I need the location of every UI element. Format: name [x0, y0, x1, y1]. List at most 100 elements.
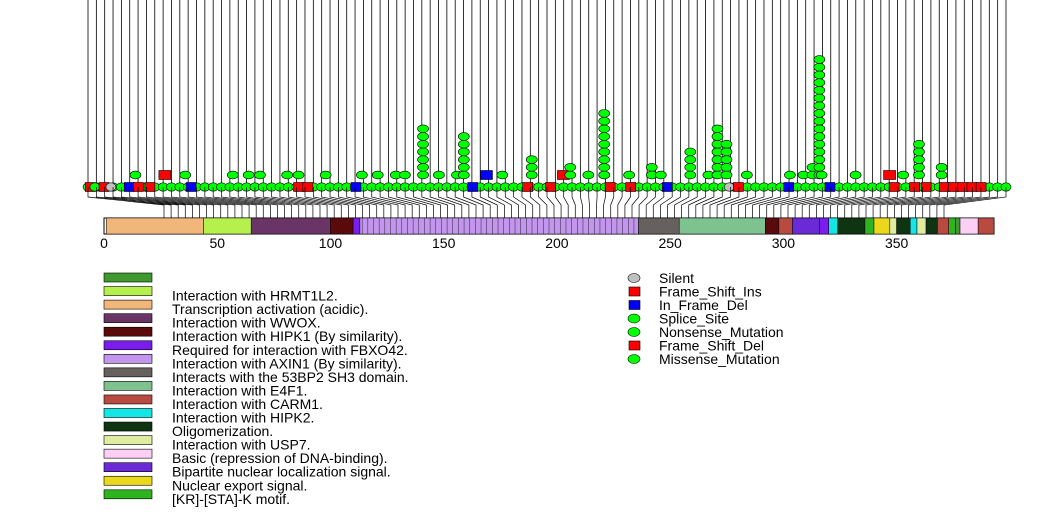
fan-line — [438, 187, 463, 218]
mutation-square — [480, 170, 493, 180]
domain-segment — [977, 217, 995, 235]
mutation-legend-label: In_Frame_Del — [659, 297, 748, 313]
fan-line — [204, 187, 264, 218]
domain-segment — [948, 217, 956, 235]
mutation-circle — [598, 170, 611, 180]
fan-line — [624, 187, 631, 218]
fan-line — [187, 187, 250, 218]
fan-line — [329, 187, 370, 218]
mutation-legend-label: Nonsense_Mutation — [659, 324, 784, 340]
domain-legend-label: Bipartite nuclear localization signal. — [172, 464, 391, 480]
x-tick-label: 50 — [209, 235, 225, 251]
domain-segment — [765, 217, 780, 235]
baseline-square — [467, 182, 479, 192]
fan-line — [723, 187, 748, 218]
domain-legend-swatch — [103, 286, 153, 296]
domain-legend-label: Interaction with HRMT1L2. — [172, 288, 338, 304]
mutation-legend-circle — [627, 273, 641, 283]
fan-line — [496, 187, 512, 218]
fan-line — [279, 187, 328, 218]
domain-legend-label: [KR]-[STA]-K motif. — [172, 491, 290, 507]
fan-line — [588, 187, 590, 218]
mutation-circle — [711, 132, 724, 141]
fan-line — [112, 187, 186, 218]
mutation-circle — [741, 170, 753, 180]
domain-legend-label: Interaction with CARM1. — [172, 396, 323, 412]
fan-line — [571, 187, 576, 218]
fan-line — [766, 187, 798, 218]
fan-line — [354, 187, 392, 218]
fan-line — [479, 187, 498, 218]
mutation-circle — [913, 163, 925, 172]
fan-line — [363, 187, 399, 218]
fan-line — [752, 187, 782, 218]
mutation-circle — [813, 109, 826, 118]
fan-line — [179, 187, 243, 218]
mutation-circle — [935, 163, 948, 172]
domain-legend-swatch — [103, 435, 153, 445]
fan-line — [287, 187, 335, 218]
domain-segment — [873, 217, 891, 235]
domain-segment — [828, 217, 838, 235]
fan-line — [638, 187, 648, 218]
fan-line — [787, 187, 823, 218]
mutation-circle — [684, 155, 697, 164]
fan-line — [95, 187, 172, 218]
mutation-legend-square — [628, 340, 641, 351]
fan-line — [229, 187, 285, 218]
domain-legend-swatch — [103, 408, 153, 418]
mutation-circle — [813, 132, 826, 141]
mutation-circle — [598, 124, 611, 134]
domain-legend-swatch — [103, 394, 153, 405]
domain-legend-label: Interaction with E4F1. — [172, 382, 307, 398]
x-tick-label: 100 — [319, 235, 343, 251]
domain-segment — [937, 217, 949, 235]
domain-legend-swatch — [103, 448, 153, 459]
domain-segment — [864, 217, 875, 235]
domain-legend-swatch — [103, 326, 153, 337]
mutation-circle — [433, 170, 445, 180]
mutation-circle — [813, 163, 826, 172]
mutation-legend-label: Frame_Shift_Del — [659, 338, 764, 354]
domain-segment — [638, 217, 680, 235]
fan-line — [894, 187, 948, 218]
fan-line — [237, 187, 292, 218]
fan-line — [379, 187, 413, 218]
baseline-circle-special — [89, 182, 101, 192]
fan-line — [154, 187, 222, 218]
x-tick-label: 0 — [100, 235, 108, 251]
fan-line — [936, 187, 999, 218]
fan-line — [87, 187, 165, 218]
mutation-circle — [913, 147, 925, 157]
baseline-square — [123, 182, 135, 192]
fan-line — [421, 187, 448, 218]
mutation-lines — [87, 0, 1007, 187]
baseline-circle-special — [723, 182, 735, 192]
fan-line — [129, 187, 200, 218]
mutation-circle — [254, 170, 266, 180]
mutation-circle — [417, 170, 429, 180]
mutation-circle — [813, 55, 826, 64]
fan-line — [321, 187, 363, 218]
mutation-circle — [417, 147, 429, 157]
fan-line — [529, 187, 541, 218]
mutation-circle — [242, 170, 255, 180]
domain-legend-swatch — [103, 489, 153, 500]
domain-legend-label: Required for interaction with FBXO42. — [172, 342, 408, 358]
fan-line — [929, 187, 990, 218]
mutation-legend-label: Missense_Mutation — [659, 351, 780, 367]
fan-line — [603, 187, 606, 218]
fan-line — [463, 187, 484, 218]
fan-line — [808, 187, 848, 218]
fan-line — [617, 187, 623, 218]
fan-line — [521, 187, 534, 218]
mutation-circle — [913, 170, 925, 180]
mutation-circle — [720, 170, 733, 180]
fan-line — [702, 187, 723, 218]
mutation-circle — [684, 147, 697, 157]
mutation-circle — [813, 101, 826, 110]
baseline-square — [939, 182, 950, 192]
fan-line — [346, 187, 385, 218]
fan-line — [212, 187, 271, 218]
domain-legend-swatch — [103, 462, 153, 473]
